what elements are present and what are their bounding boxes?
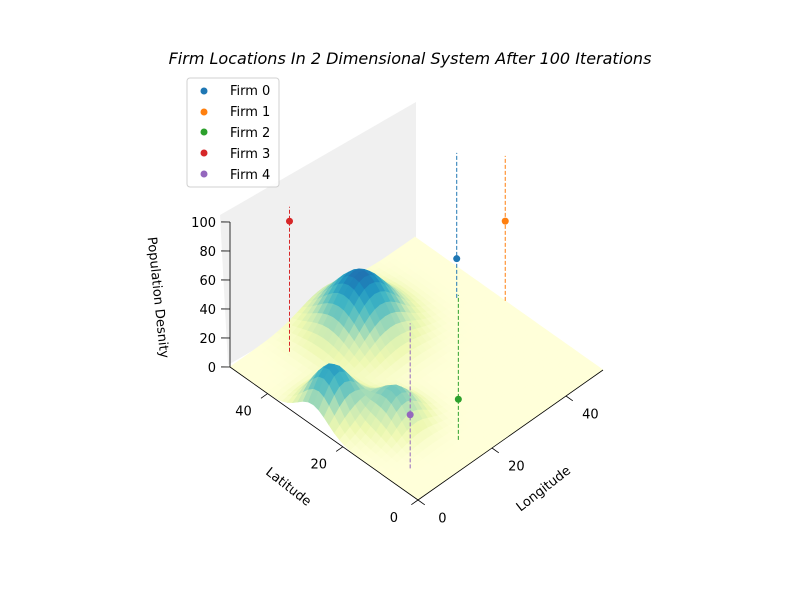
x-tick [417,499,425,506]
legend-label-firm-4: Firm 4 [230,168,270,183]
legend-item-firm-4: Firm 4 [200,168,270,183]
firm-1-point [501,217,509,225]
x-tick-label: 20 [508,459,525,474]
firm-markers [286,152,509,469]
legend-label-firm-2: Firm 2 [230,126,270,141]
z-axis-label: Population Desnity [144,236,172,359]
legend-marker-firm-3 [200,149,208,157]
y-axis-label: Latitude [262,465,313,510]
legend-marker-firm-1 [200,108,208,116]
z-tick-label: 60 [199,274,216,289]
y-tick [335,446,344,452]
y-tick [411,499,419,506]
x-tick-label: 40 [582,407,599,422]
chart-title: Firm Locations In 2 Dimensional System A… [169,49,652,68]
x-axis-line [417,369,604,501]
z-tick-label: 40 [199,303,216,318]
y-tick-label: 20 [310,458,327,473]
legend-box [186,77,280,188]
density-surface [229,236,604,501]
legend-marker-firm-2 [200,128,208,136]
firm-2-point [454,395,462,403]
z-tick-label: 100 [191,216,216,231]
legend: Firm 0 Firm 1 Firm 2 Firm 3 Firm 4 [186,77,280,188]
y-tick-label: 0 [390,511,398,526]
legend-item-firm-2: Firm 2 [200,126,270,141]
x-tick-label: 0 [438,511,446,526]
y-axis-line [229,366,419,501]
firm-0-point [453,255,461,263]
legend-marker-firm-4 [200,170,208,178]
firm-4-point [406,411,414,419]
x-tick [565,395,573,402]
x-tick [491,447,499,454]
firm-3-point [286,217,293,225]
legend-label-firm-3: Firm 3 [230,147,270,162]
z-tick-label: 0 [208,361,216,376]
y-tick [260,393,268,399]
legend-label-firm-1: Firm 1 [230,105,270,120]
legend-label-firm-0: Firm 0 [230,84,270,99]
z-tick-label: 80 [199,245,216,260]
legend-item-firm-0: Firm 0 [200,84,270,99]
axes: 0 20 40 0 20 40 0 20 40 60 80 100 [191,216,604,526]
y-tick-label: 40 [235,405,252,420]
back-pane [220,102,416,365]
legend-item-firm-1: Firm 1 [200,105,270,120]
z-tick-label: 20 [199,332,216,347]
legend-item-firm-3: Firm 3 [200,147,270,162]
legend-marker-firm-0 [200,87,208,95]
